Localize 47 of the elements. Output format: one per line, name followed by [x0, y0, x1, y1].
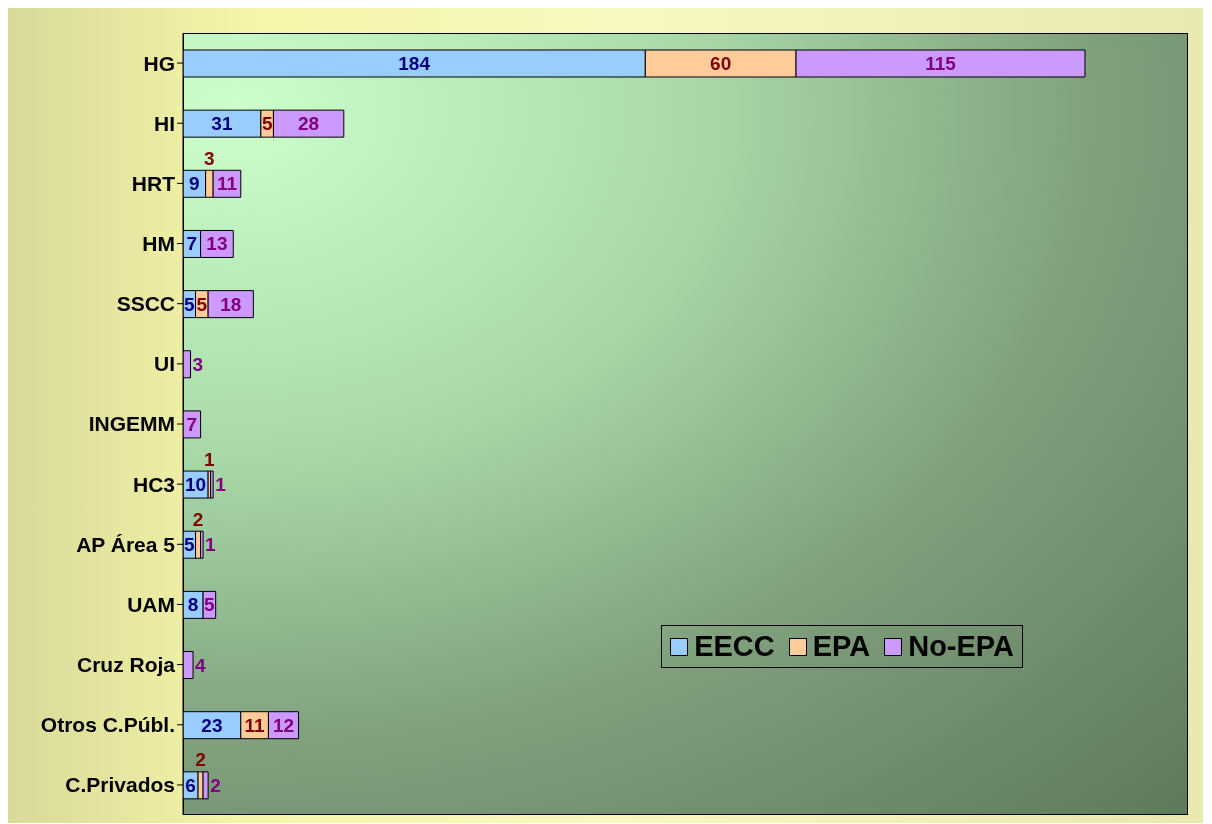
data-label: 3 — [204, 147, 215, 169]
data-label: 7 — [186, 413, 198, 435]
legend-label: EPA — [812, 630, 871, 663]
data-label: 11 — [244, 714, 266, 736]
data-label: 28 — [298, 113, 320, 135]
y-tick-label: Cruz Roja — [76, 653, 176, 677]
data-label: 2 — [210, 774, 221, 796]
y-tick-label: Otros C.Públ. — [40, 713, 175, 737]
data-label: 5 — [204, 594, 216, 616]
data-label: 23 — [201, 714, 223, 736]
data-label: 5 — [261, 113, 273, 135]
data-label: 60 — [710, 53, 732, 74]
y-tick-label: UAM — [127, 592, 175, 616]
data-label: 31 — [211, 113, 233, 135]
y-tick-label: SSCC — [116, 292, 175, 316]
data-label: 3 — [192, 353, 204, 375]
data-label: 5 — [183, 293, 195, 315]
data-label: 2 — [195, 749, 206, 771]
data-label: 184 — [398, 53, 431, 74]
y-tick-label: UI — [154, 352, 175, 376]
y-tick-label: AP Área 5 — [76, 532, 176, 556]
data-label: 115 — [925, 53, 957, 74]
data-label: 13 — [206, 233, 228, 255]
data-label: 9 — [189, 173, 200, 195]
y-tick-label: HG — [143, 51, 175, 75]
data-label: 1 — [215, 474, 227, 496]
data-label: 4 — [195, 654, 207, 676]
y-tick-label: C.Privados — [65, 773, 175, 797]
data-label: 10 — [184, 474, 207, 496]
data-label: 5 — [196, 293, 208, 315]
data-label: 2 — [192, 508, 204, 530]
y-tick-label: HRT — [131, 171, 176, 195]
y-tick-label: HM — [142, 231, 175, 255]
data-label: 11 — [216, 173, 238, 195]
data-label: 12 — [272, 714, 295, 736]
legend-label: EECC — [694, 630, 775, 663]
data-label: 6 — [185, 774, 196, 796]
data-label: 1 — [205, 534, 217, 556]
data-label: 8 — [187, 594, 199, 616]
y-tick-label: INGEMM — [88, 412, 175, 436]
y-tick-label: HI — [154, 111, 175, 135]
y-tick-label: HC3 — [132, 472, 175, 496]
data-label: 7 — [186, 233, 198, 255]
data-label: 1 — [204, 448, 216, 470]
data-label: 18 — [220, 293, 242, 315]
data-label: 5 — [183, 534, 195, 556]
legend-label: No-EPA — [908, 630, 1014, 663]
